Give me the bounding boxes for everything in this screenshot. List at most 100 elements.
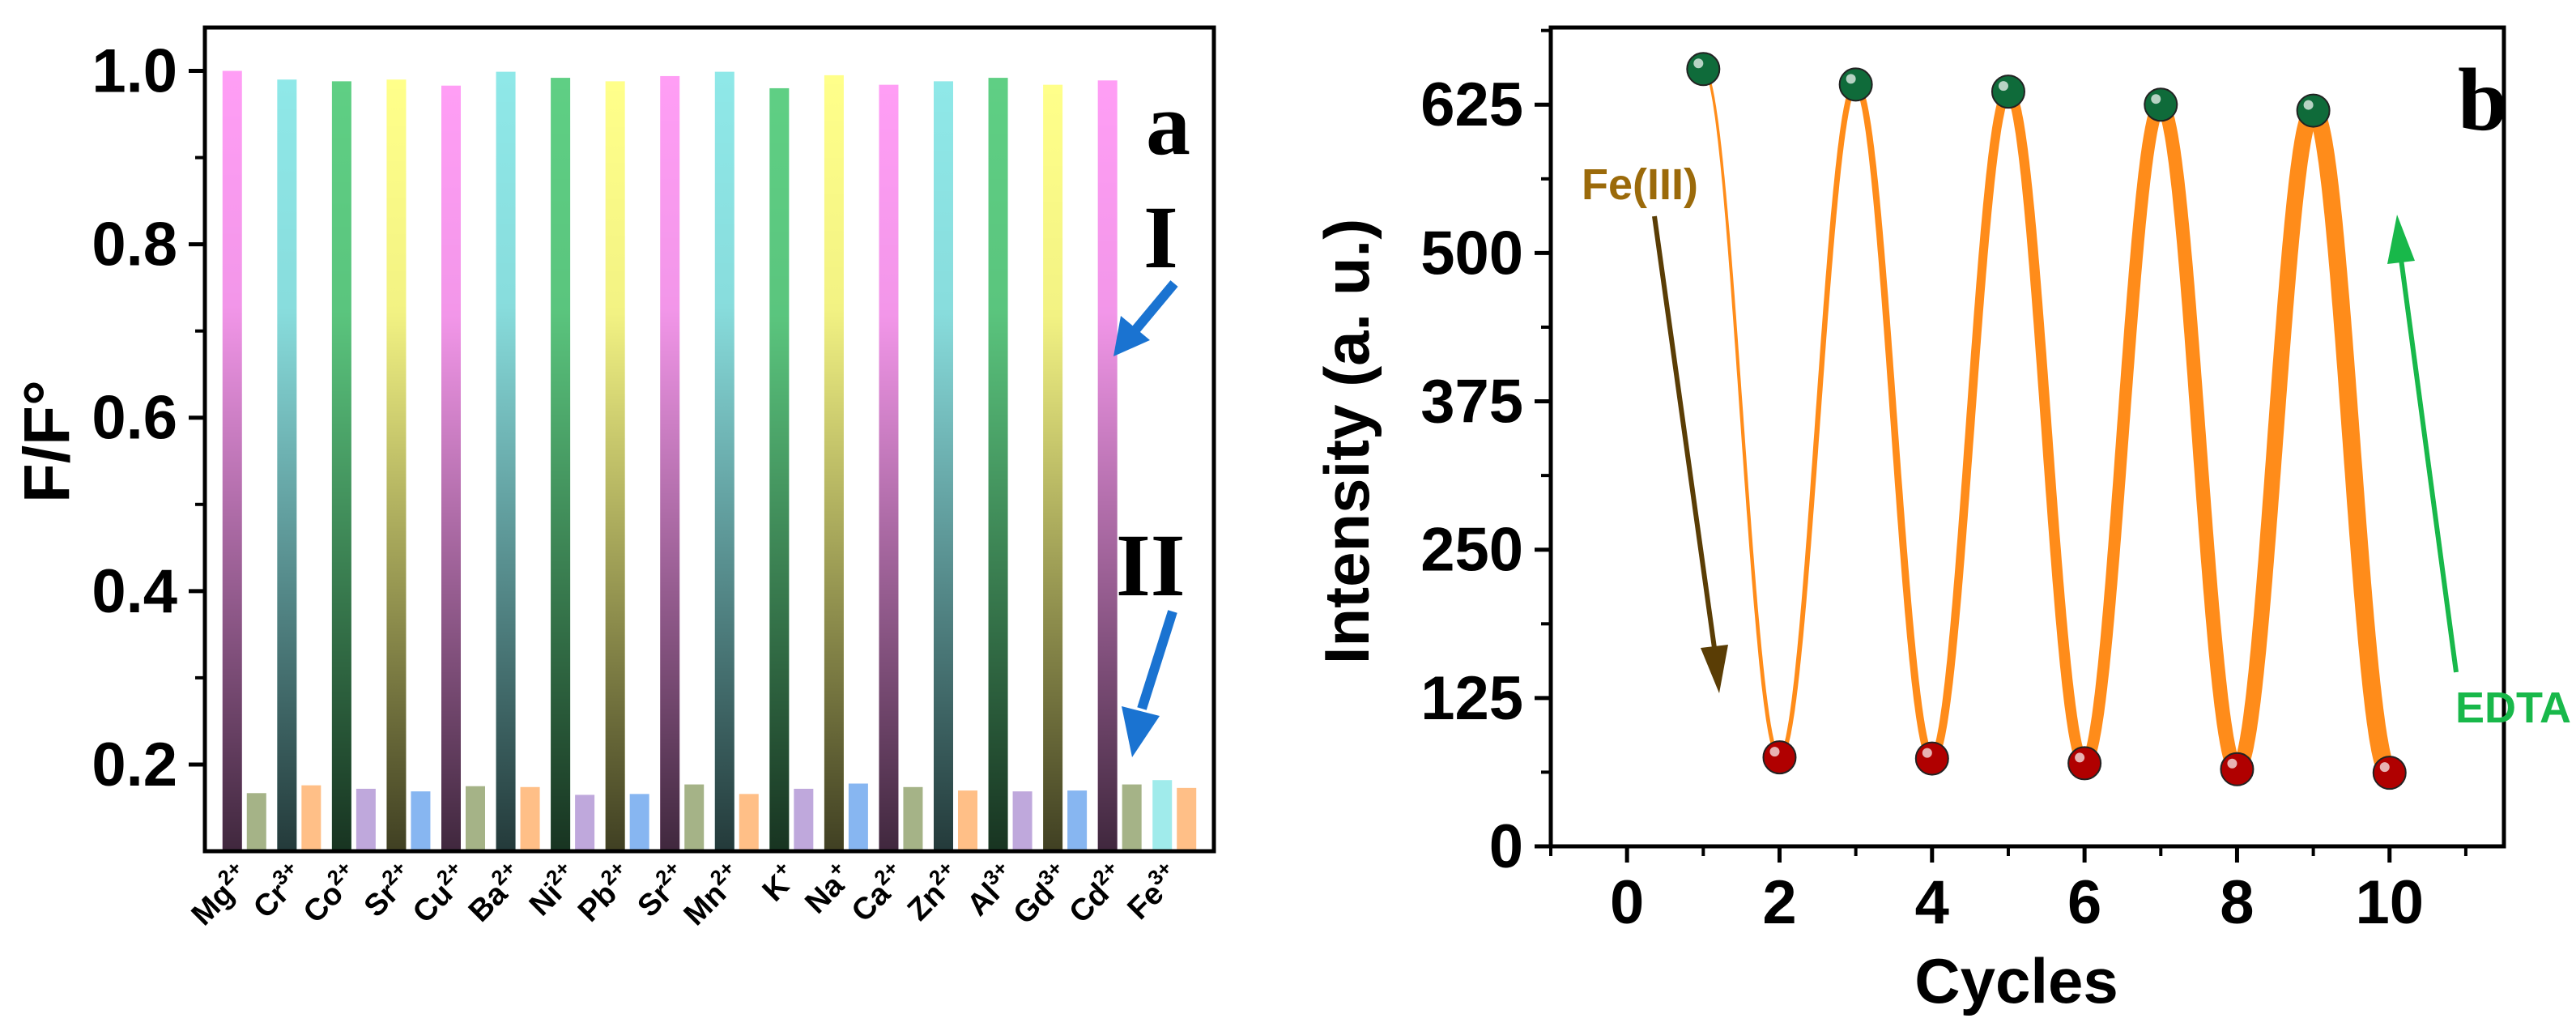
- bar-II-14: [1012, 791, 1033, 851]
- bar-I-shade-12: [879, 84, 899, 852]
- bar-I-shade-15: [1043, 84, 1063, 852]
- low-marker-9: [2372, 756, 2407, 790]
- low-marker-3: [1914, 741, 1949, 776]
- marker-highlight-7: [2227, 758, 2238, 769]
- low-marker-7: [2220, 752, 2255, 786]
- panel-b-ytick-label-1: 125: [1420, 664, 1523, 733]
- category-label-5: Ba2+: [458, 856, 531, 929]
- marker-highlight-6: [2151, 94, 2161, 104]
- arrow-to-series-II: [1122, 610, 1177, 757]
- bar-fe-quenched: [1152, 780, 1173, 851]
- bar-I-shade-0: [222, 70, 242, 852]
- bar-I-shade-11: [824, 75, 844, 851]
- bar-II-13: [958, 790, 977, 851]
- category-label-16: Cd2+: [1059, 856, 1133, 930]
- panel-b: 0 2 4 6 8 10 0 125 250 375 500 625 Cycles Intensity…: [1311, 25, 2571, 1016]
- low-marker-1: [1762, 740, 1797, 775]
- panel-b-ytick-label-2: 250: [1420, 516, 1523, 585]
- bar-II-7: [629, 794, 649, 851]
- marker-highlight-1: [1769, 747, 1780, 757]
- bar-II-1: [301, 785, 321, 851]
- bar-I-shade-4: [441, 85, 461, 851]
- bar-II-12: [903, 786, 923, 851]
- panel-a-ytick-label-0: 0.2: [92, 731, 177, 799]
- panel-b-xtick-label-2: 4: [1915, 868, 1949, 937]
- edta-label: EDTA: [2455, 684, 2571, 732]
- category-label-7: Pb2+: [568, 856, 641, 929]
- bar-I-shade-2: [331, 81, 351, 852]
- panel-a-x-categories: Mg2+Cr3+Co2+Sr2+Cu2+Ba2+Ni2+Pb2+Sr2+Mn2+…: [181, 856, 1188, 932]
- category-label-1: Cr3+: [243, 856, 312, 925]
- bar-I-shade-14: [988, 78, 1008, 852]
- category-label-6: Ni2+: [519, 856, 585, 922]
- fe-iii-arrow: [1652, 215, 1728, 693]
- panel-b-markers: [1686, 52, 2407, 790]
- panel-b-xtick-label-5: 10: [2355, 868, 2424, 937]
- category-label-2: Co2+: [293, 856, 367, 930]
- panel-b-xtick-label-3: 6: [2067, 868, 2101, 937]
- high-marker-2: [1838, 67, 1873, 102]
- series-I-label: I: [1143, 188, 1178, 287]
- marker-highlight-5: [2075, 752, 2085, 763]
- panel-b-xtick-label-4: 8: [2220, 868, 2254, 937]
- marker-highlight-2: [1846, 74, 1856, 84]
- panel-a-bars: [222, 70, 1197, 852]
- bar-II-17: [1177, 787, 1197, 851]
- panel-b-y-axis-title: Intensity (a. u.): [1311, 219, 1382, 664]
- high-marker-8: [2296, 93, 2331, 128]
- bar-II-9: [739, 794, 759, 851]
- panel-a-ytick-label-3: 0.8: [92, 211, 177, 279]
- bar-II-4: [466, 786, 485, 851]
- edta-arrow: [2387, 215, 2459, 673]
- panel-b-x-axis-title: Cycles: [1914, 945, 2118, 1016]
- bar-II-8: [684, 784, 705, 851]
- arrow-to-series-I: [1113, 280, 1178, 356]
- panel-a-ytick-label-1: 0.4: [92, 557, 177, 626]
- bar-I-shade-1: [277, 79, 297, 852]
- series-II-label: II: [1116, 516, 1186, 615]
- marker-highlight-4: [1998, 81, 2008, 92]
- bar-II-15: [1067, 790, 1088, 851]
- marker-highlight-3: [1922, 748, 1932, 758]
- panel-b-letter: b: [2458, 50, 2507, 149]
- category-label-3: Sr2+: [354, 856, 422, 924]
- bar-II-2: [356, 788, 376, 851]
- bar-II-16: [1122, 784, 1142, 851]
- category-label-17: Fe3+: [1118, 856, 1188, 927]
- low-marker-5: [2067, 746, 2102, 781]
- category-label-12: Ca2+: [841, 856, 914, 929]
- category-label-0: Mg2+: [181, 856, 258, 932]
- category-label-10: K+: [752, 856, 805, 909]
- panel-b-xtick-label-0: 0: [1610, 868, 1644, 937]
- panel-b-frame: [1548, 25, 2506, 849]
- category-label-11: Na+: [795, 856, 860, 921]
- fe-iii-label: Fe(III): [1582, 160, 1698, 209]
- bar-I-shade-8: [660, 75, 680, 852]
- high-marker-6: [2144, 87, 2178, 122]
- bar-I-shade-9: [714, 71, 734, 851]
- bar-I-shade-6: [551, 78, 571, 852]
- bar-I-shade-7: [605, 81, 625, 852]
- panel-a-y-axis-title: F/F°: [11, 380, 83, 503]
- bar-I-shade-13: [934, 81, 953, 852]
- panel-b-xtick-label-1: 2: [1762, 868, 1796, 937]
- bar-I-shade-5: [496, 71, 516, 851]
- bar-II-0: [246, 793, 266, 851]
- category-label-13: Zn2+: [897, 856, 969, 927]
- bar-I-shade-16: [1097, 80, 1118, 851]
- high-marker-0: [1686, 52, 1721, 87]
- bar-II-10: [794, 788, 814, 851]
- marker-highlight-8: [2303, 100, 2314, 110]
- panel-b-ytick-label-5: 625: [1420, 70, 1523, 139]
- bar-I-shade-10: [769, 87, 790, 852]
- panel-a-ytick-label-4: 1.0: [92, 37, 177, 106]
- panel-b-axes: 0 2 4 6 8 10 0 125 250 375 500 625: [1420, 28, 2467, 937]
- panel-a-letter: a: [1146, 75, 1190, 173]
- panel-a-frame: [202, 25, 1216, 854]
- bar-II-3: [411, 791, 431, 851]
- category-label-15: Gd3+: [1003, 856, 1079, 931]
- marker-highlight-0: [1693, 58, 1704, 69]
- panel-a-ytick-label-2: 0.6: [92, 384, 177, 453]
- panel-b-ytick-label-3: 375: [1420, 368, 1523, 437]
